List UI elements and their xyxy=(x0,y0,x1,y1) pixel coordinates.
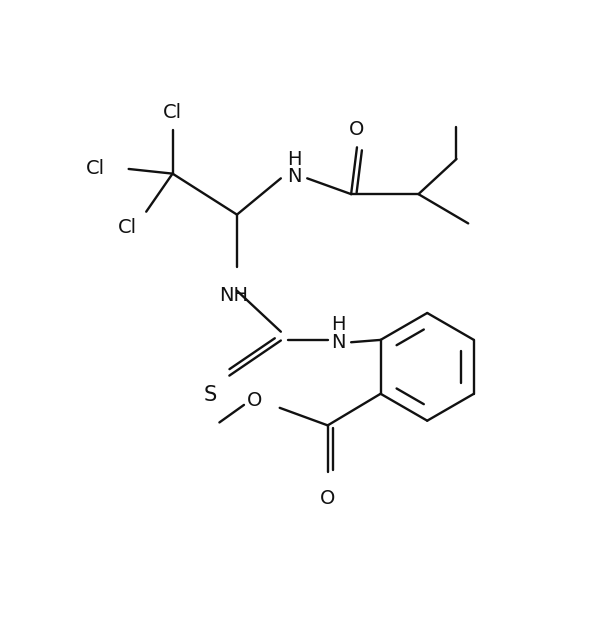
Text: O: O xyxy=(247,391,262,410)
Text: NH: NH xyxy=(219,286,249,305)
Text: Cl: Cl xyxy=(118,218,138,237)
Text: N: N xyxy=(287,167,301,186)
Text: Cl: Cl xyxy=(86,159,105,179)
Text: N: N xyxy=(331,333,346,352)
Text: H: H xyxy=(287,150,301,168)
Text: H: H xyxy=(331,315,346,334)
Text: S: S xyxy=(204,385,217,405)
Text: Cl: Cl xyxy=(163,102,182,122)
Text: O: O xyxy=(320,489,335,508)
Text: O: O xyxy=(349,120,365,140)
